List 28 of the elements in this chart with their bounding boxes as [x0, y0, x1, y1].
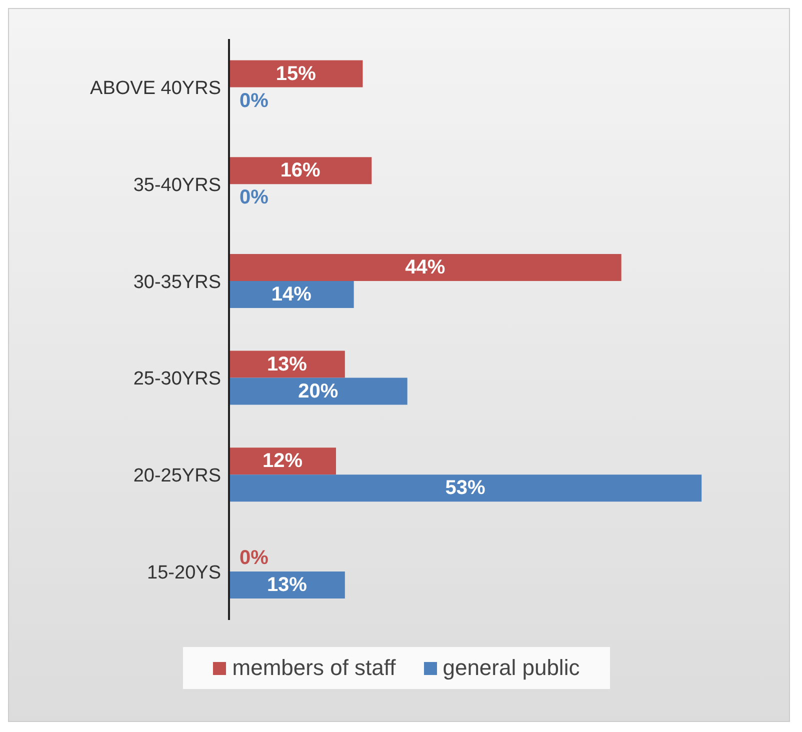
- data-label: 12%: [262, 450, 303, 472]
- bar: [229, 60, 363, 88]
- bar: [229, 157, 372, 184]
- legend-label: general public: [442, 655, 580, 681]
- y-tick-label: 35-40YRS: [133, 174, 221, 196]
- data-label: 20%: [298, 380, 338, 402]
- y-tick-label: 25-30YRS: [133, 368, 221, 390]
- bar: [229, 474, 702, 502]
- data-label: 13%: [266, 574, 308, 596]
- data-label: 0%: [240, 186, 269, 209]
- bar: [229, 378, 408, 405]
- bar: [229, 254, 622, 281]
- legend-label: members of staff: [231, 655, 396, 681]
- data-label: 0%: [240, 546, 269, 569]
- data-label: 0%: [240, 90, 269, 112]
- bar: [229, 350, 345, 378]
- data-label: 44%: [405, 256, 446, 278]
- y-tick-label: ABOVE 40YRS: [90, 78, 221, 100]
- y-tick-label: 30-35YRS: [133, 272, 221, 293]
- data-label: 14%: [271, 283, 312, 306]
- y-tick-label: 15-20YS: [147, 562, 221, 584]
- data-label: 16%: [280, 160, 321, 182]
- bar: [229, 571, 345, 598]
- bar: [229, 280, 354, 308]
- data-label: 13%: [266, 353, 308, 376]
- data-label: 15%: [276, 62, 316, 85]
- data-label: 53%: [445, 477, 486, 500]
- y-tick-label: 20-25YRS: [133, 465, 221, 486]
